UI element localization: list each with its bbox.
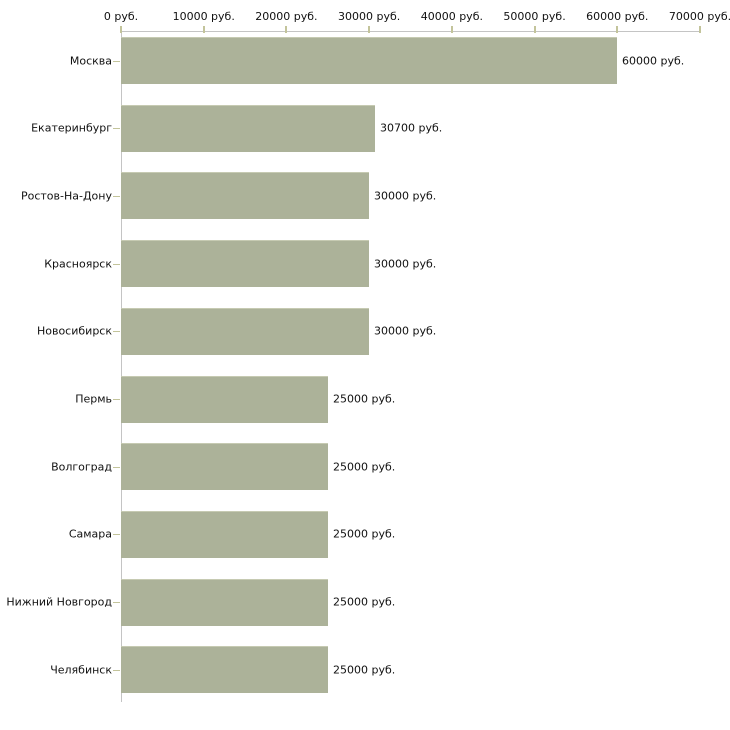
bar-6	[121, 375, 328, 423]
category-tick	[113, 264, 120, 265]
bar-3	[121, 172, 369, 220]
bar-5	[121, 307, 369, 355]
x-axis-tick	[533, 26, 536, 33]
bar-8	[121, 510, 328, 558]
value-label: 25000 руб.	[333, 663, 396, 677]
x-axis-tick-label: 10000 руб.	[172, 10, 235, 23]
category-tick	[113, 467, 120, 468]
x-axis-tick-label: 70000 руб.	[668, 10, 730, 23]
category-label: Москва	[69, 54, 112, 67]
bar-1	[121, 37, 617, 84]
x-axis-tick-label: 20000 руб.	[255, 10, 318, 23]
category-tick	[113, 534, 120, 535]
x-axis-tick-label: 60000 руб.	[586, 10, 649, 23]
category-label: Новосибирск	[36, 324, 112, 338]
bar-10	[121, 646, 328, 694]
value-label: 60000 руб.	[622, 54, 685, 67]
x-axis-tick-label: 0 руб.	[103, 10, 139, 23]
category-tick	[113, 331, 120, 332]
bar-4	[121, 240, 369, 288]
category-label: Ростов-На-Дону	[20, 189, 112, 203]
category-tick	[113, 602, 120, 603]
category-label: Самара	[68, 527, 112, 541]
category-tick	[113, 196, 120, 197]
x-axis-tick	[616, 26, 619, 33]
value-label: 30000 руб.	[374, 189, 437, 203]
category-label: Волгоград	[51, 460, 112, 474]
x-axis-tick	[699, 26, 701, 33]
x-axis-line	[121, 31, 700, 32]
x-axis-tick	[120, 26, 122, 33]
x-axis-tick	[368, 26, 371, 33]
x-axis-tick-label: 40000 руб.	[420, 10, 483, 23]
category-tick	[113, 399, 120, 400]
value-label: 25000 руб.	[333, 527, 396, 541]
x-axis-tick-label: 50000 руб.	[503, 10, 566, 23]
category-tick	[113, 61, 120, 62]
bar-9	[121, 578, 328, 626]
value-label: 30700 руб.	[380, 121, 443, 135]
category-label: Нижний Новгород	[6, 595, 112, 609]
category-tick	[113, 128, 120, 129]
category-label: Екатеринбург	[31, 121, 112, 135]
x-axis-tick	[202, 26, 205, 33]
value-label: 25000 руб.	[333, 460, 396, 474]
value-label: 25000 руб.	[333, 392, 396, 406]
category-label: Пермь	[75, 392, 112, 406]
category-label: Красноярск	[44, 257, 112, 271]
category-tick	[113, 670, 120, 671]
x-axis-tick	[450, 26, 453, 33]
value-label: 30000 руб.	[374, 257, 437, 271]
value-label: 30000 руб.	[374, 324, 437, 338]
bar-2	[121, 104, 375, 152]
bar-7	[121, 443, 328, 491]
x-axis-tick	[285, 26, 288, 33]
x-axis-tick-label: 30000 руб.	[338, 10, 401, 23]
value-label: 25000 руб.	[333, 595, 396, 609]
category-label: Челябинск	[50, 663, 112, 677]
y-axis-line	[121, 31, 122, 702]
